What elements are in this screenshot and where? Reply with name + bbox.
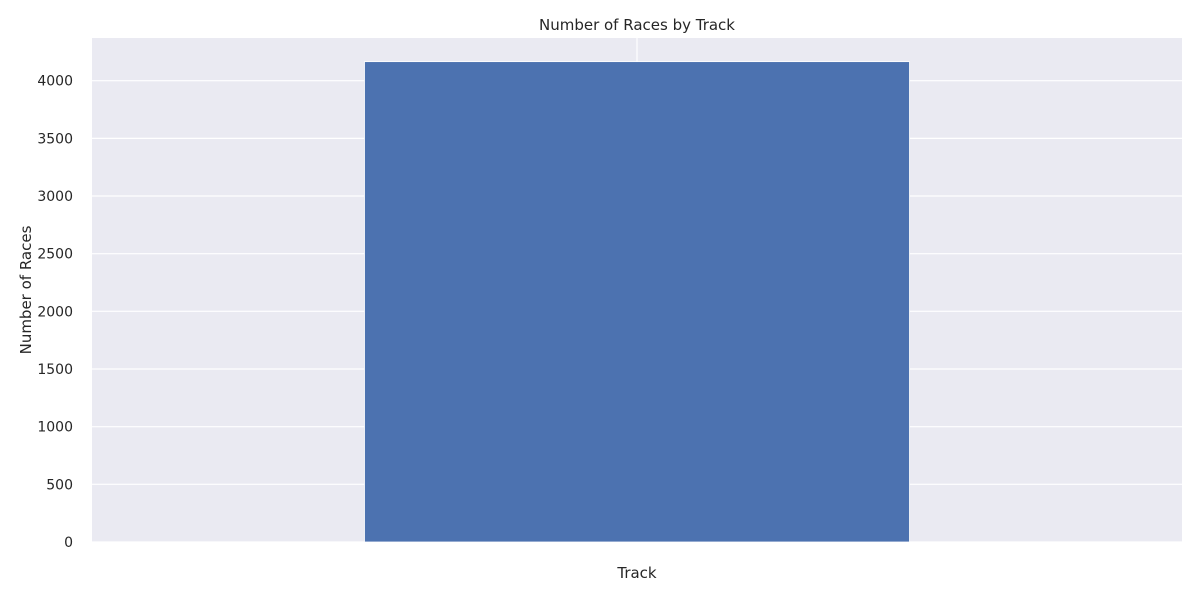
y-tick-label: 2500 <box>37 247 73 263</box>
y-tick-label: 2000 <box>37 304 73 320</box>
y-tick-label: 3000 <box>37 189 73 205</box>
y-tick-label: 1500 <box>37 362 73 378</box>
y-tick-label: 3500 <box>37 131 73 147</box>
x-axis-label: Track <box>616 564 657 582</box>
bar <box>364 61 910 543</box>
bars <box>364 61 910 543</box>
y-tick-label: 500 <box>46 477 73 493</box>
chart-title: Number of Races by Track <box>539 16 735 34</box>
y-tick-label: 1000 <box>37 420 73 436</box>
y-tick-labels: 0 500 1000 1500 2000 2500 3000 3500 4000 <box>37 74 73 551</box>
y-tick-label: 4000 <box>37 74 73 90</box>
y-axis-label: Number of Races <box>17 225 35 354</box>
y-tick-label: 0 <box>64 535 73 551</box>
